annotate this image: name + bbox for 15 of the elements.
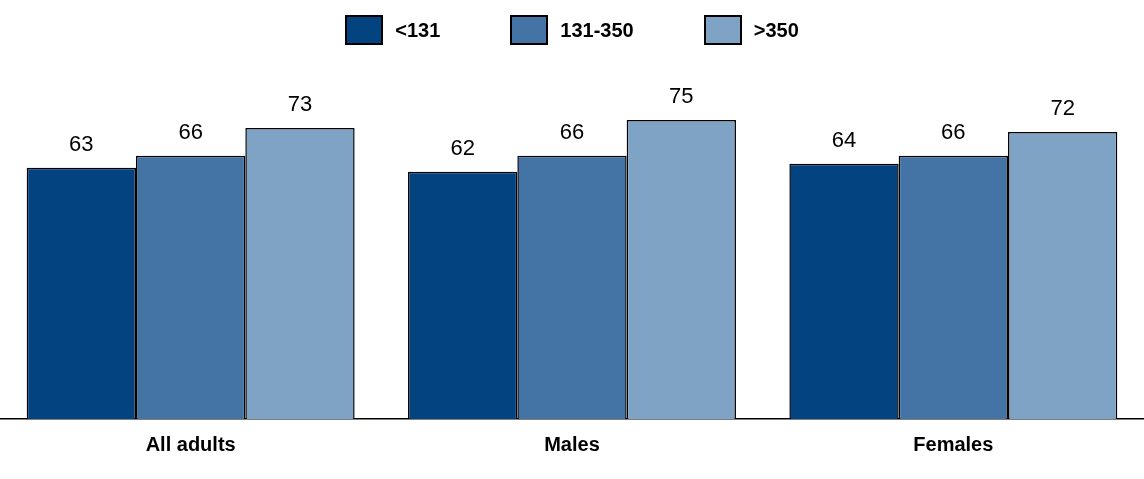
data-label: 63 [69, 130, 94, 156]
legend-label: <131 [395, 18, 441, 42]
data-label: 72 [1050, 94, 1075, 120]
data-label: 66 [559, 118, 585, 144]
x-tick-label: Females [913, 432, 994, 455]
data-label: 75 [669, 83, 694, 108]
data-label: 64 [831, 126, 857, 152]
data-label: 66 [178, 118, 203, 144]
legend-label: >350 [753, 18, 799, 42]
data-label: 62 [450, 134, 475, 160]
x-tick-label: All adults [145, 432, 236, 455]
data-label: 73 [287, 90, 313, 116]
data-label: 66 [941, 118, 966, 144]
x-tick-label: Males [544, 432, 600, 455]
legend-label: 131-350 [560, 18, 634, 42]
